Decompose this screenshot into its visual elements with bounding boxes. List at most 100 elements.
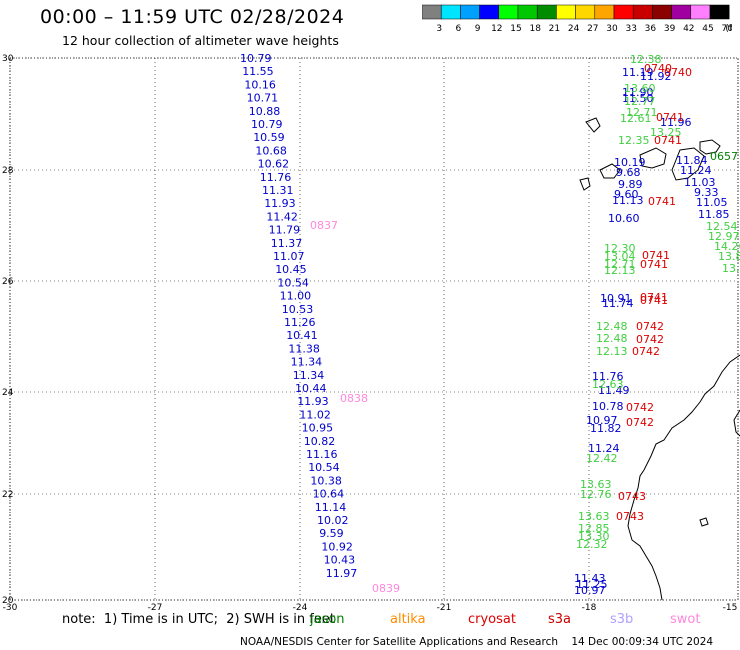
legend-item-swot: swot xyxy=(670,612,701,627)
swh-label: 11.38 xyxy=(288,342,320,355)
canary-island-la-palma xyxy=(579,177,591,191)
coast-inlet xyxy=(733,409,740,437)
swh-label: 13.0 xyxy=(722,262,740,275)
swh-label: 12.54 xyxy=(706,220,738,233)
swh-label: 0741 xyxy=(640,294,668,307)
swh-label: 10.45 xyxy=(275,263,307,276)
swh-label: 12.97 xyxy=(708,230,740,243)
longitude-label: -15 xyxy=(723,603,738,612)
swh-label: 11.49 xyxy=(598,384,630,397)
swh-label: 10.64 xyxy=(313,488,345,501)
swh-label: 10.97 xyxy=(586,414,618,427)
swh-label: 13.30 xyxy=(578,530,610,543)
swh-label: 11.82 xyxy=(590,422,622,435)
swh-label: 11.31 xyxy=(262,184,294,197)
longitude-label: -18 xyxy=(582,603,597,612)
swh-label: 11.55 xyxy=(242,65,274,78)
swh-label: 10.97 xyxy=(574,584,606,597)
map-title: 00:00 – 11:59 UTC 02/28/2024 xyxy=(40,6,345,28)
swh-label: 0741 xyxy=(642,249,670,262)
swh-label: 12.30 xyxy=(604,242,636,255)
legend-item-s3a: s3a xyxy=(548,612,572,627)
swh-label: 13.63 xyxy=(580,478,612,491)
colorbar-tick: 18 xyxy=(529,24,541,34)
swh-label: 11.97 xyxy=(326,567,358,580)
colorbar-tick: 70 xyxy=(721,24,732,34)
swh-label: 11.24 xyxy=(588,442,620,455)
swh-label: 10.79 xyxy=(251,118,283,131)
swh-label: 11.26 xyxy=(284,316,316,329)
swh-label: 11.76 xyxy=(260,171,292,184)
swh-label: 11.84 xyxy=(676,154,708,167)
swh-label: 0742 xyxy=(632,345,660,358)
swh-label: 0741 xyxy=(654,134,682,147)
swh-label: 10.38 xyxy=(310,474,342,487)
colorbar-tick: 45 xyxy=(702,24,713,34)
swh-label: 10.16 xyxy=(244,78,276,91)
swh-label: 12.76 xyxy=(580,488,612,501)
swh-label: 13.63 xyxy=(578,510,610,523)
swh-label: 11.96 xyxy=(660,116,692,129)
swh-label: 12.48 xyxy=(596,320,628,333)
swh-label: 11.93 xyxy=(264,197,296,210)
colorbar-tick: 6 xyxy=(456,24,462,34)
swh-label: 13.25 xyxy=(650,126,682,139)
swh-label: 12.71 xyxy=(626,106,658,119)
swh-label: 11.74 xyxy=(602,297,634,310)
swh-label: 0740 xyxy=(644,62,672,75)
swh-label: 12.13 xyxy=(604,264,636,277)
swh-label: 11.34 xyxy=(291,356,323,369)
legend-item-cryosat: cryosat xyxy=(468,612,516,627)
swh-label: 10.43 xyxy=(324,554,356,567)
swh-label: 12.13 xyxy=(596,345,628,358)
swh-label: 0740 xyxy=(664,66,692,79)
swh-label: 12.71 xyxy=(604,258,636,271)
swh-label: 10.53 xyxy=(282,303,314,316)
latitude-label: 26 xyxy=(2,277,14,287)
footnote: note: 1) Time is in UTC; 2) SWH is in fe… xyxy=(62,612,335,627)
swh-label: 12.77 xyxy=(624,95,656,108)
swh-label: 11.43 xyxy=(574,572,606,585)
swh-label: 0741 xyxy=(640,258,668,271)
swh-label: 11.92 xyxy=(640,70,672,83)
latitude-label: 24 xyxy=(2,388,14,398)
swh-label: 10.62 xyxy=(258,158,290,171)
colorbar-tick: 21 xyxy=(549,24,560,34)
colorbar-tick: 33 xyxy=(625,24,636,34)
swh-label: 10.91 xyxy=(600,292,632,305)
swh-label: 11.16 xyxy=(306,448,338,461)
generated-timestamp: 14 Dec 00:09:34 UTC 2024 xyxy=(571,636,714,648)
credit-text: NOAA/NESDIS Center for Satellite Applica… xyxy=(240,636,558,648)
swh-label: 12.85 xyxy=(578,522,610,535)
latitude-label: 28 xyxy=(2,166,14,176)
canary-island-lanzarote xyxy=(699,139,721,155)
swh-label: 11.07 xyxy=(273,250,305,263)
swh-label: 0839 xyxy=(372,582,400,595)
swh-label: 12.35 xyxy=(618,134,650,147)
colorbar-tick: 39 xyxy=(664,24,676,34)
swh-label: 12.42 xyxy=(586,452,618,465)
wave-height-labels: 10.7911.5510.1610.7110.8810.7910.5910.68… xyxy=(240,52,740,597)
swh-label: 10.19 xyxy=(614,156,646,169)
swh-label: 11.02 xyxy=(299,408,331,421)
swh-label: 0741 xyxy=(648,195,676,208)
swh-label: 10.88 xyxy=(249,105,280,118)
colorbar-tick: 24 xyxy=(568,24,580,34)
swh-label: 11.13 xyxy=(612,194,644,207)
longitude-label: -27 xyxy=(148,603,163,612)
colorbar-unit: (ft) xyxy=(725,24,732,34)
axis-tick-labels: -30 -27 -24 -21 -18 -15 30 28 26 24 22 20 xyxy=(2,54,737,612)
swh-label: 9.89 xyxy=(618,178,643,191)
africa-coastline xyxy=(627,354,740,601)
latitude-label: 30 xyxy=(2,54,14,64)
swh-label: 9.68 xyxy=(616,166,641,179)
swh-label: 11.00 xyxy=(280,290,312,303)
swh-label: 10.79 xyxy=(240,52,272,65)
credit-line: NOAA/NESDIS Center for Satellite Applica… xyxy=(240,636,713,648)
swh-label: 11.93 xyxy=(297,395,329,408)
swh-label: 11.14 xyxy=(315,501,347,514)
colorbar-swatch xyxy=(709,4,730,20)
swh-label: 0742 xyxy=(636,320,664,333)
colorbar-tick: 27 xyxy=(587,24,598,34)
